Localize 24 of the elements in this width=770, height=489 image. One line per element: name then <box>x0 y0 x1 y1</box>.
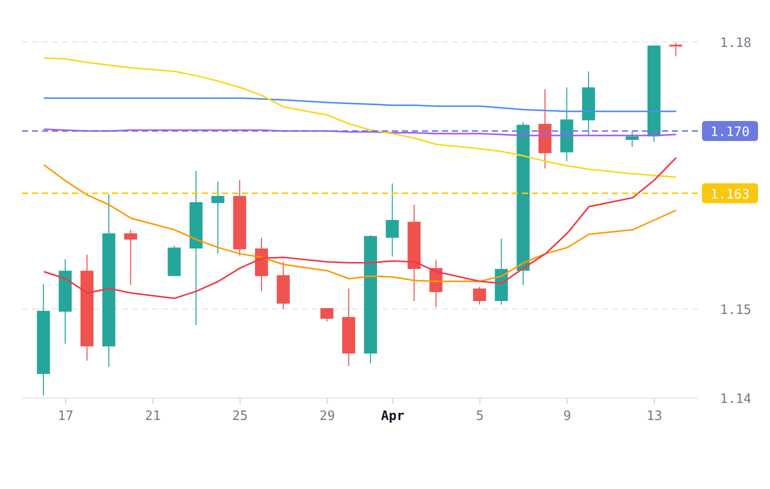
x-tick-label: 29 <box>319 409 336 424</box>
x-tick-label: 9 <box>563 409 572 424</box>
ref-line-label: 1.170 <box>710 125 750 140</box>
candlestick <box>320 308 334 322</box>
y-tick-label: 1.14 <box>720 392 752 407</box>
line-series <box>43 156 677 300</box>
y-tick-label: 1.15 <box>720 303 752 318</box>
candlestick <box>124 229 138 286</box>
candlestick <box>386 183 399 257</box>
candlestick <box>211 181 224 254</box>
candlestick <box>626 131 639 148</box>
line-series <box>43 97 677 112</box>
line-series <box>43 164 677 282</box>
x-tick-label: 13 <box>646 409 662 424</box>
x-tick-label: 5 <box>476 409 484 424</box>
ref-line-label: 1.163 <box>710 187 750 202</box>
x-tick-label: 17 <box>58 409 74 424</box>
y-tick-label: 1.18 <box>720 36 752 51</box>
line-series <box>43 57 677 178</box>
candlestick <box>473 286 486 306</box>
candlestick <box>669 42 682 57</box>
x-tick-label: 21 <box>145 409 161 424</box>
x-tick-label: 25 <box>232 409 248 424</box>
x-tick-label: Apr <box>380 409 405 424</box>
